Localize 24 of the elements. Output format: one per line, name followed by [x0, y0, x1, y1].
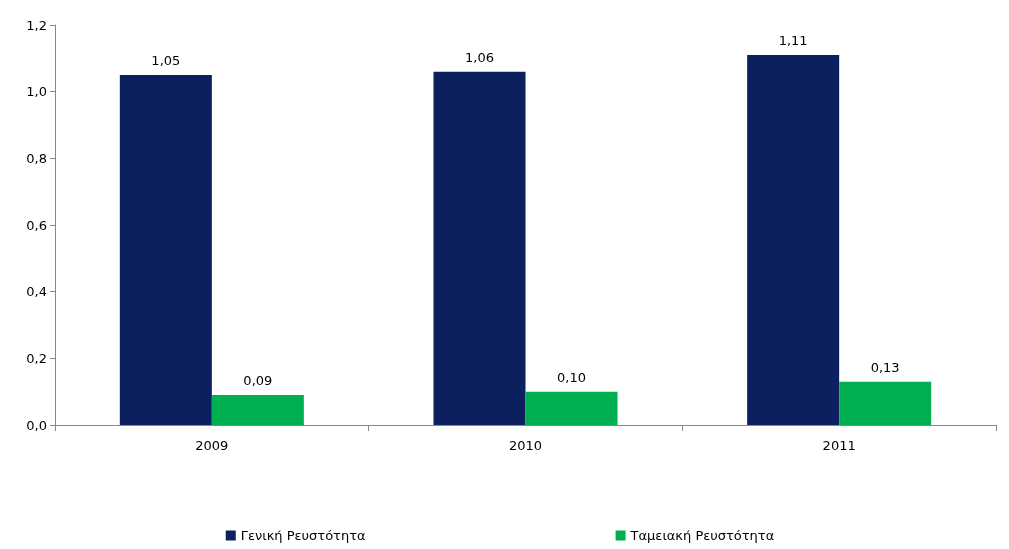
x-tick-label: 2009 [195, 438, 229, 453]
bar [119, 75, 212, 425]
bar [839, 381, 932, 425]
bar [211, 395, 304, 425]
legend-label: Ταμειακή Ρευστότητα [629, 528, 775, 543]
data-label: 1,05 [151, 53, 181, 68]
y-tick-label: 0,8 [26, 150, 47, 166]
y-tick-label: 0,6 [26, 217, 47, 233]
bar [433, 71, 526, 425]
bar [747, 55, 840, 425]
data-label: 0,10 [557, 369, 586, 385]
x-tick-label: 2010 [508, 438, 543, 453]
legend-label: Γενική Ρευστότητα [240, 528, 366, 543]
bar [525, 391, 618, 425]
data-label: 1,11 [778, 33, 808, 48]
x-tick-label: 2011 [822, 438, 856, 453]
data-label: 0,13 [870, 359, 900, 375]
y-tick-label: 0,2 [26, 350, 47, 366]
y-tick-label: 1,0 [26, 84, 47, 100]
data-label: 0,09 [243, 373, 273, 388]
y-tick-label: 1,2 [26, 17, 47, 33]
y-tick-label: 0,4 [26, 284, 47, 300]
data-label: 1,06 [465, 49, 494, 65]
y-tick-label: 0,0 [26, 417, 47, 433]
